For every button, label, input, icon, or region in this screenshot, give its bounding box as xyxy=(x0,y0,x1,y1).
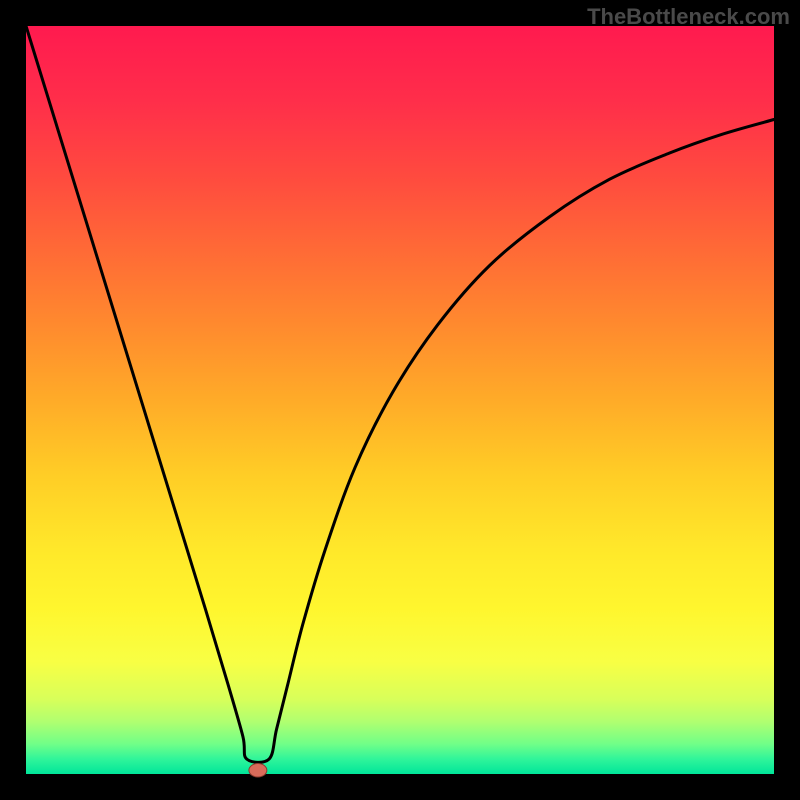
chart-container: TheBottleneck.com xyxy=(0,0,800,800)
bottleneck-chart xyxy=(0,0,800,800)
minimum-marker xyxy=(249,764,267,777)
watermark-text: TheBottleneck.com xyxy=(587,4,790,30)
gradient-background xyxy=(26,26,774,774)
